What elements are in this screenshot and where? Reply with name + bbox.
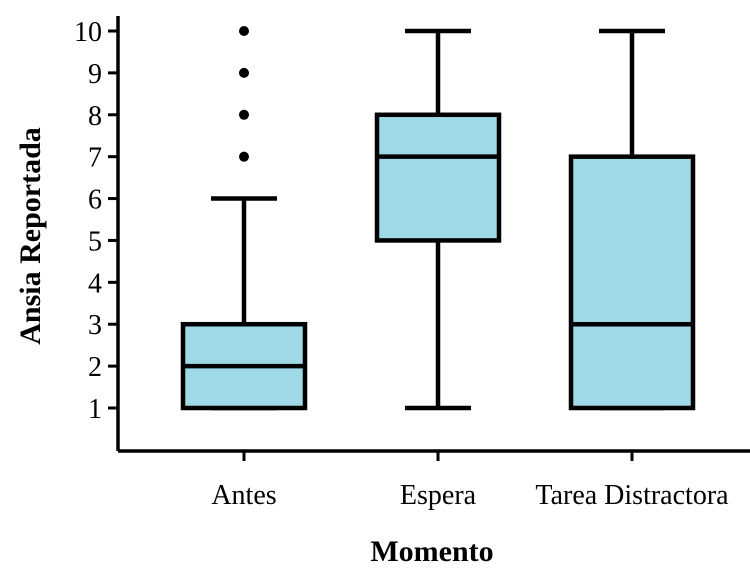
x-axis-categories: Antes Espera Tarea Distractora xyxy=(211,451,729,511)
x-category-label: Espera xyxy=(400,480,477,511)
y-tick-label: 5 xyxy=(88,226,102,257)
outlier-point xyxy=(239,67,249,78)
iqr-box xyxy=(568,154,696,411)
y-tick-label: 9 xyxy=(88,59,102,90)
x-category-label: Tarea Distractora xyxy=(535,480,729,511)
box-group xyxy=(568,28,696,411)
y-tick-label: 2 xyxy=(88,352,102,383)
y-axis-title: Ansia Reportada xyxy=(14,127,47,345)
y-tick-label: 4 xyxy=(88,268,102,299)
y-tick-label: 10 xyxy=(74,17,102,48)
x-category-label: Antes xyxy=(211,480,276,511)
outlier-point xyxy=(239,151,249,162)
boxplot-series xyxy=(180,26,696,411)
box-group xyxy=(180,26,308,411)
y-axis-ticks: 1 2 3 4 5 6 7 8 9 10 xyxy=(74,17,118,425)
y-tick-label: 6 xyxy=(88,185,102,216)
x-axis-title: Momento xyxy=(370,535,493,568)
y-tick-label: 1 xyxy=(88,394,102,425)
outlier-point xyxy=(239,26,249,36)
y-tick-label: 8 xyxy=(88,101,102,132)
outlier-point xyxy=(239,109,249,120)
y-tick-label: 7 xyxy=(88,143,102,174)
box-group xyxy=(374,28,502,411)
y-tick-label: 3 xyxy=(88,310,102,341)
iqr-box xyxy=(374,112,502,243)
